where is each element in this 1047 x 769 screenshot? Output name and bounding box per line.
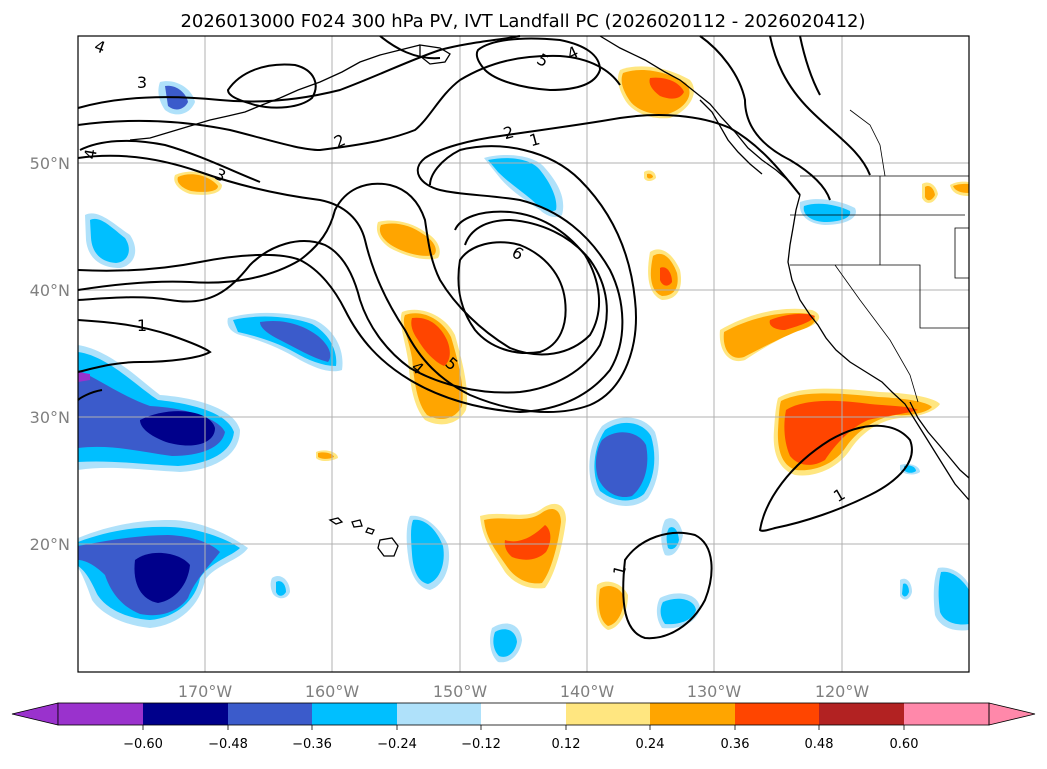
longitude-label: 140°W — [560, 682, 615, 701]
longitude-label: 170°W — [178, 682, 233, 701]
colorbar-tick-label: −0.48 — [208, 737, 248, 752]
latitude-label: 40°N — [30, 281, 70, 300]
contour-label: 2 — [501, 122, 516, 143]
colorbar-frame — [57, 702, 990, 726]
positive-anomaly-shading — [174, 66, 969, 630]
colorbar-tick-label: −0.12 — [461, 737, 501, 752]
longitude-label: 150°W — [433, 682, 488, 701]
latitude-axis: 50°N 40°N 30°N 20°N — [30, 154, 70, 554]
colorbar-swatch — [58, 703, 143, 725]
colorbar: −0.60 −0.48 −0.36 −0.24 −0.12 0.12 0.24 … — [11, 702, 1036, 752]
colorbar-tick-label: 0.24 — [636, 737, 665, 752]
longitude-label: 160°W — [305, 682, 360, 701]
colorbar-tick-label: 0.48 — [805, 737, 834, 752]
colorbar-tick-label: −0.60 — [123, 737, 163, 752]
colorbar-swatch — [735, 703, 819, 725]
colorbar-swatch — [397, 703, 481, 725]
map-panel: 4 3 4 2 5 4 2 1 3 6 1 4 5 1 1 — [77, 35, 970, 673]
longitude-label: 130°W — [687, 682, 742, 701]
longitude-axis: 170°W 160°W 150°W 140°W 130°W 120°W — [178, 682, 870, 701]
latitude-label: 20°N — [30, 535, 70, 554]
colorbar-extend-max — [988, 702, 1036, 726]
colorbar-swatch — [481, 703, 566, 725]
contour-label: 4 — [80, 147, 100, 160]
map-frame — [77, 35, 970, 673]
contour-label: 1 — [137, 316, 147, 335]
colorbar-swatch — [228, 703, 312, 725]
colorbar-tick-label: −0.36 — [292, 737, 332, 752]
longitude-label: 120°W — [815, 682, 870, 701]
latitude-label: 30°N — [30, 408, 70, 427]
colorbar-swatch — [819, 703, 904, 725]
colorbar-swatch — [650, 703, 735, 725]
colorbar-swatch — [312, 703, 397, 725]
contour-label: 1 — [527, 129, 542, 150]
colorbar-tick-label: −0.24 — [377, 737, 417, 752]
pv-contours — [77, 35, 913, 640]
colorbar-swatch — [904, 703, 989, 725]
colorbar-swatch — [566, 703, 650, 725]
map-title: 2026013000 F024 300 hPa PV, IVT Landfall… — [180, 11, 865, 32]
colorbar-tick-label: 0.12 — [552, 737, 581, 752]
latitude-label: 50°N — [30, 154, 70, 173]
colorbar-tick-label: 0.60 — [890, 737, 919, 752]
colorbar-tick-label: 0.36 — [721, 737, 750, 752]
graticule — [78, 36, 969, 672]
contour-label: 1 — [609, 563, 630, 578]
colorbar-swatch — [143, 703, 228, 725]
contour-label: 3 — [137, 73, 147, 92]
colorbar-extend-min — [11, 702, 59, 726]
